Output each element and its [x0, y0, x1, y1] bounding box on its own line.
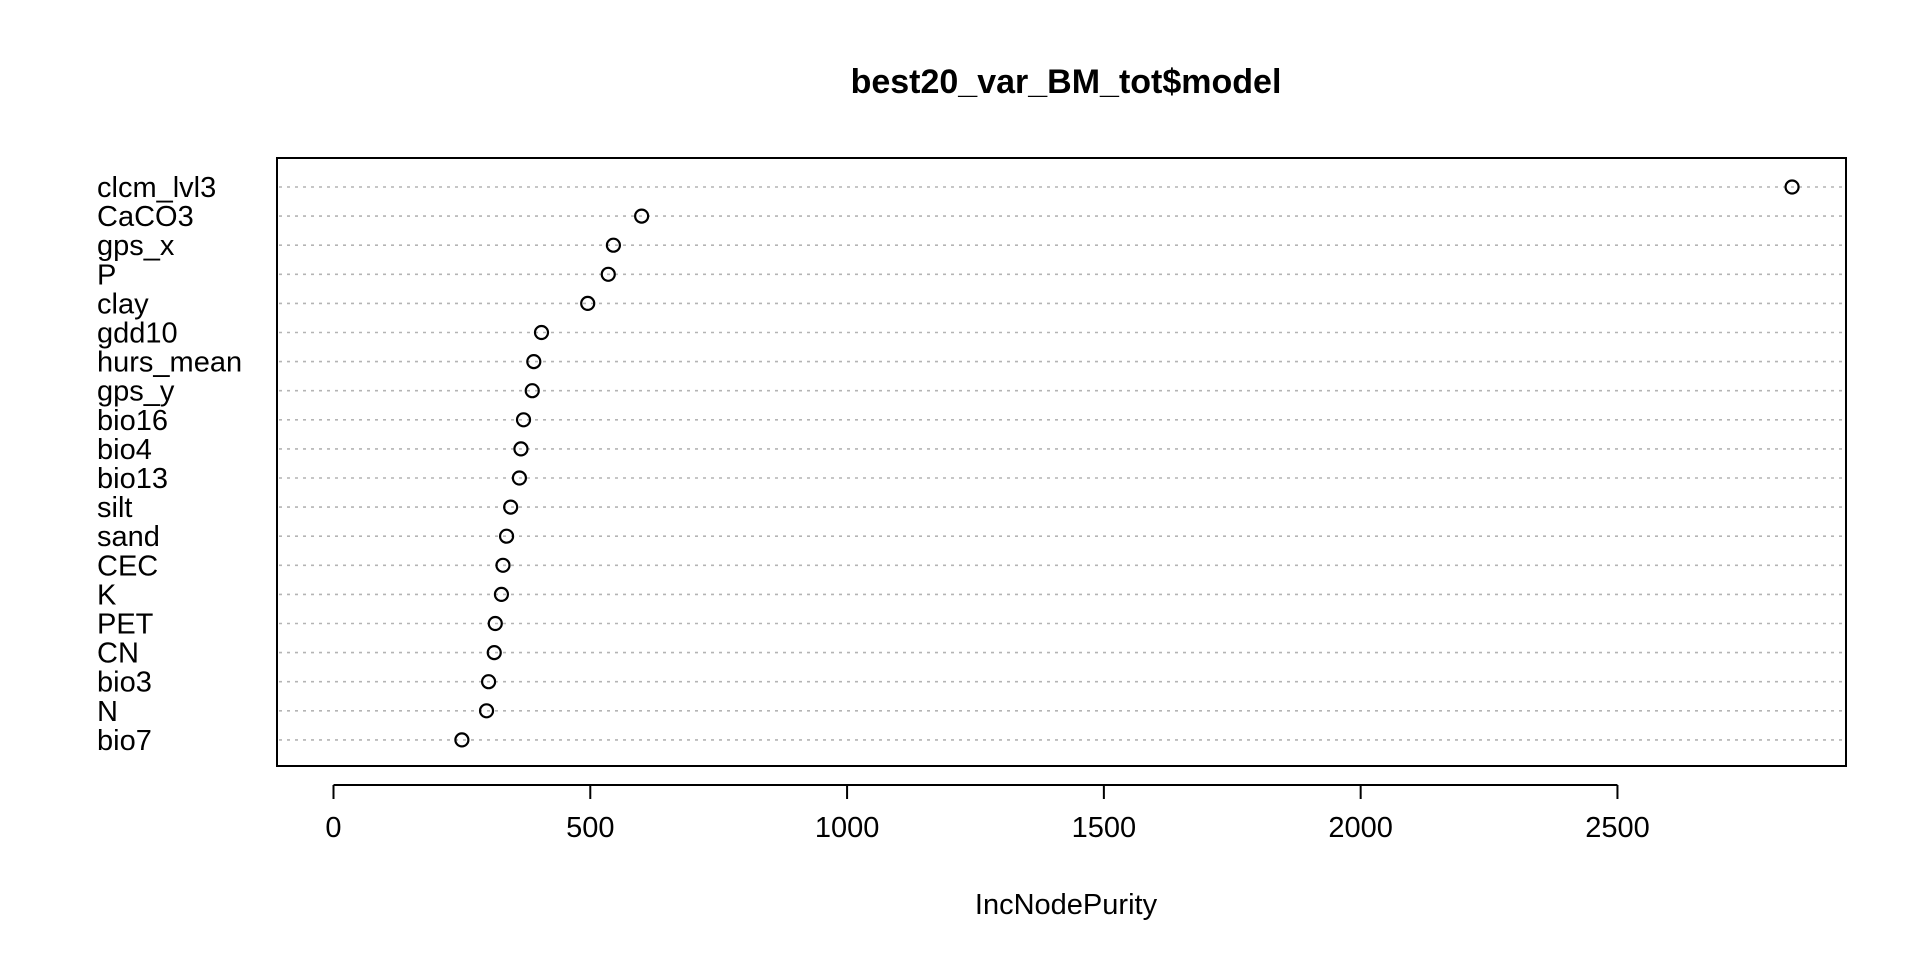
- data-point: [511, 470, 528, 486]
- data-point: [486, 644, 502, 661]
- category-label: silt: [97, 492, 132, 524]
- data-point: [487, 615, 503, 632]
- category-label: gps_x: [97, 230, 175, 262]
- category-label: bio7: [97, 725, 152, 757]
- category-label: bio16: [97, 405, 168, 437]
- data-point: [580, 295, 596, 311]
- category-label: CEC: [97, 550, 158, 582]
- category-label: bio4: [97, 434, 152, 466]
- data-point: [478, 703, 495, 719]
- plot-area-frame: [276, 157, 1847, 767]
- data-point: [533, 324, 550, 341]
- category-label: bio3: [97, 667, 152, 699]
- category-label: hurs_mean: [97, 347, 242, 379]
- category-label: CN: [97, 638, 139, 670]
- data-point: [493, 586, 510, 603]
- category-label: P: [97, 259, 116, 291]
- category-label: gps_y: [97, 376, 175, 408]
- category-label: N: [97, 696, 118, 728]
- x-tick-label: 1000: [815, 812, 880, 844]
- category-label: PET: [97, 609, 154, 641]
- x-axis: 0 500 1000 1500 2000 2500: [325, 784, 1650, 844]
- x-tick-label: 0: [325, 812, 341, 844]
- data-point: [515, 412, 532, 428]
- data-point: [495, 557, 511, 573]
- x-tick-label: 2000: [1328, 812, 1393, 844]
- category-label: sand: [97, 521, 160, 553]
- data-point: [600, 266, 616, 282]
- data-point: [454, 732, 470, 748]
- data-point: [634, 208, 650, 224]
- gridlines: [279, 186, 1844, 741]
- data-point: [480, 674, 497, 690]
- x-tick-label: 1500: [1072, 812, 1137, 844]
- data-point: [526, 354, 542, 370]
- category-label: clcm_lvl3: [97, 172, 216, 204]
- data-point: [498, 528, 515, 544]
- data-point: [503, 499, 519, 515]
- chart-title: best20_var_BM_tot$model: [851, 63, 1282, 101]
- data-point: [1784, 179, 1800, 195]
- category-label: clay: [97, 288, 149, 320]
- category-label: bio13: [97, 463, 168, 495]
- category-labels: clcm_lvl3CaCO3gps_xPclaygdd10hurs_meangp…: [97, 172, 242, 757]
- category-label: gdd10: [97, 318, 178, 350]
- data-point: [524, 383, 540, 399]
- category-label: K: [97, 579, 117, 611]
- x-tick-label: 500: [566, 812, 614, 844]
- data-points: [454, 179, 1800, 748]
- x-axis-label: IncNodePurity: [975, 889, 1158, 921]
- data-point: [513, 441, 529, 457]
- data-point: [605, 237, 621, 253]
- x-tick-label: 2500: [1585, 812, 1650, 844]
- category-label: CaCO3: [97, 201, 194, 233]
